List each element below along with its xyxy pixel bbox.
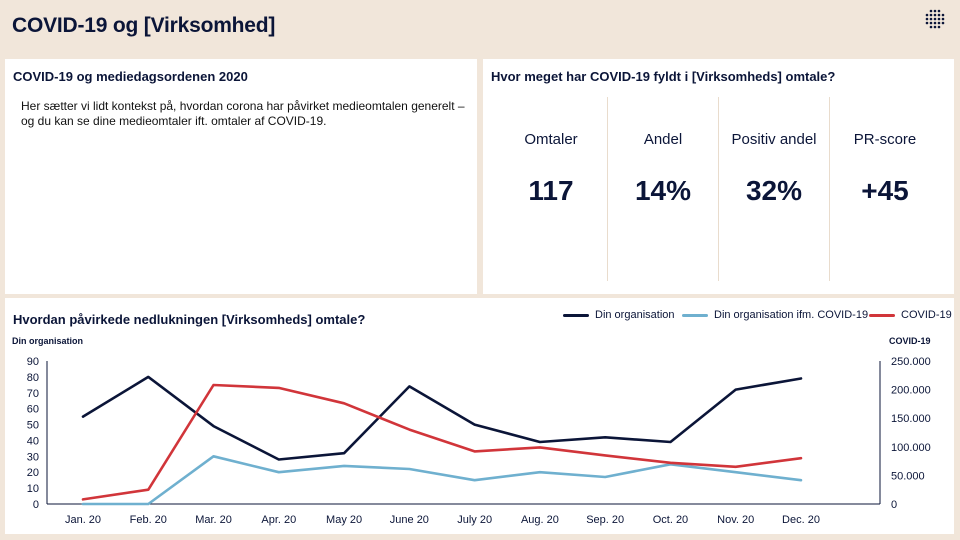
kpi-label: Positiv andel xyxy=(731,131,817,148)
logo-dot xyxy=(929,13,933,17)
left-tick-label: 70 xyxy=(27,388,39,400)
logo-dot xyxy=(925,17,929,21)
right-axis-title: COVID-19 xyxy=(889,336,931,346)
right-tick-label: 150.000 xyxy=(891,413,931,425)
legend-swatch xyxy=(682,313,708,317)
logo-dot xyxy=(937,21,941,25)
kpi-divider xyxy=(829,97,830,281)
x-tick-label: July 20 xyxy=(457,514,492,526)
left-tick-label: 10 xyxy=(27,483,39,495)
context-heading: COVID-19 og mediedagsordenen 2020 xyxy=(13,69,248,84)
logo-dot xyxy=(941,21,945,25)
line-chart: 0 10 20 30 40 50 60 70 80 90 0 50.000 100.000 150.000… xyxy=(27,356,931,526)
context-panel: COVID-19 og mediedagsordenen 2020 Her sæ… xyxy=(5,59,477,294)
series-line-din-organisation-ifm-covid-19 xyxy=(81,455,803,506)
kpi-panel: Hvor meget har COVID-19 fyldt i [Virksom… xyxy=(483,59,954,294)
x-tick-label: Mar. 20 xyxy=(195,514,232,526)
logo-dot xyxy=(929,21,933,25)
legend-item: COVID-19 xyxy=(869,309,952,321)
chart-heading: Hvordan påvirkede nedlukningen [Virksomh… xyxy=(13,312,366,327)
left-tick-label: 60 xyxy=(27,404,39,416)
right-tick-label: 100.000 xyxy=(891,442,931,454)
kpi-label: PR-score xyxy=(853,131,917,148)
legend-item: Din organisation ifm. COVID-19 xyxy=(682,309,868,321)
logo-dot xyxy=(933,21,937,25)
right-tick-label: 250.000 xyxy=(891,356,931,368)
right-tick-label: 0 xyxy=(891,499,897,511)
kpi-heading: Hvor meget har COVID-19 fyldt i [Virksom… xyxy=(491,69,836,84)
left-tick-label: 30 xyxy=(27,451,39,463)
left-tick-label: 80 xyxy=(27,372,39,384)
kpi-divider xyxy=(607,97,608,281)
logo-dot xyxy=(937,9,941,13)
x-tick-label: May 20 xyxy=(326,514,362,526)
kpi-value: 14% xyxy=(634,175,692,206)
x-tick-label: Dec. 20 xyxy=(782,514,820,526)
chart-panel: Hvordan påvirkede nedlukningen [Virksomh… xyxy=(5,298,954,534)
dot-grid-logo-icon xyxy=(925,9,945,29)
logo-dot xyxy=(929,9,933,13)
x-tick-label: Apr. 20 xyxy=(261,514,296,526)
x-tick-label: Nov. 20 xyxy=(717,514,754,526)
legend-item: Din organisation xyxy=(563,309,675,321)
x-tick-label: Feb. 20 xyxy=(130,514,167,526)
logo-dot xyxy=(929,25,933,29)
x-tick-label: June 20 xyxy=(390,514,429,526)
legend-label: COVID-19 xyxy=(901,309,952,321)
x-tick-label: Jan. 20 xyxy=(65,514,101,526)
logo-dot xyxy=(933,17,937,21)
series-line-din-organisation xyxy=(81,375,803,461)
right-tick-label: 200.000 xyxy=(891,385,931,397)
kpi-omtaler: Omtaler 117 xyxy=(496,97,606,281)
kpi-divider xyxy=(718,97,719,281)
logo-dot xyxy=(941,13,945,17)
kpi-value: +45 xyxy=(861,175,909,206)
left-tick-label: 40 xyxy=(27,435,39,447)
x-tick-label: Oct. 20 xyxy=(653,514,688,526)
kpi-pr-score: PR-score +45 xyxy=(830,97,940,281)
logo-dot xyxy=(937,17,941,21)
logo-dot xyxy=(933,9,937,13)
legend-label: Din organisation xyxy=(595,309,675,321)
x-tick-label: Aug. 20 xyxy=(521,514,559,526)
logo-dot xyxy=(929,17,933,21)
left-tick-label: 0 xyxy=(33,499,39,511)
page-title: COVID-19 og [Virksomhed] xyxy=(12,14,276,37)
logo-dot xyxy=(933,13,937,17)
legend-label: Din organisation ifm. COVID-19 xyxy=(714,309,869,321)
logo-dot xyxy=(925,21,929,25)
left-tick-label: 20 xyxy=(27,467,39,479)
kpi-andel: Andel 14% xyxy=(608,97,718,281)
left-axis-title: Din organisation xyxy=(12,336,84,346)
series-line-covid-19 xyxy=(81,383,803,501)
kpi-value: 32% xyxy=(745,175,803,206)
kpi-value: 117 xyxy=(528,175,574,206)
right-tick-label: 50.000 xyxy=(891,470,925,482)
kpi-label: Andel xyxy=(643,131,683,148)
logo-dot xyxy=(941,17,945,21)
left-tick-label: 90 xyxy=(27,356,39,368)
logo-dot xyxy=(937,13,941,17)
logo-dot xyxy=(933,25,937,29)
context-text: Her sætter vi lidt kontekst på, hvordan … xyxy=(21,99,465,128)
kpi-label: Omtaler xyxy=(524,131,578,148)
legend-swatch xyxy=(563,313,589,317)
kpi-positiv-andel: Positiv andel 32% xyxy=(719,97,829,281)
left-tick-label: 50 xyxy=(27,420,39,432)
legend-swatch xyxy=(869,313,895,317)
logo-dot xyxy=(925,13,929,17)
logo-dot xyxy=(937,25,941,29)
x-tick-label: Sep. 20 xyxy=(586,514,624,526)
